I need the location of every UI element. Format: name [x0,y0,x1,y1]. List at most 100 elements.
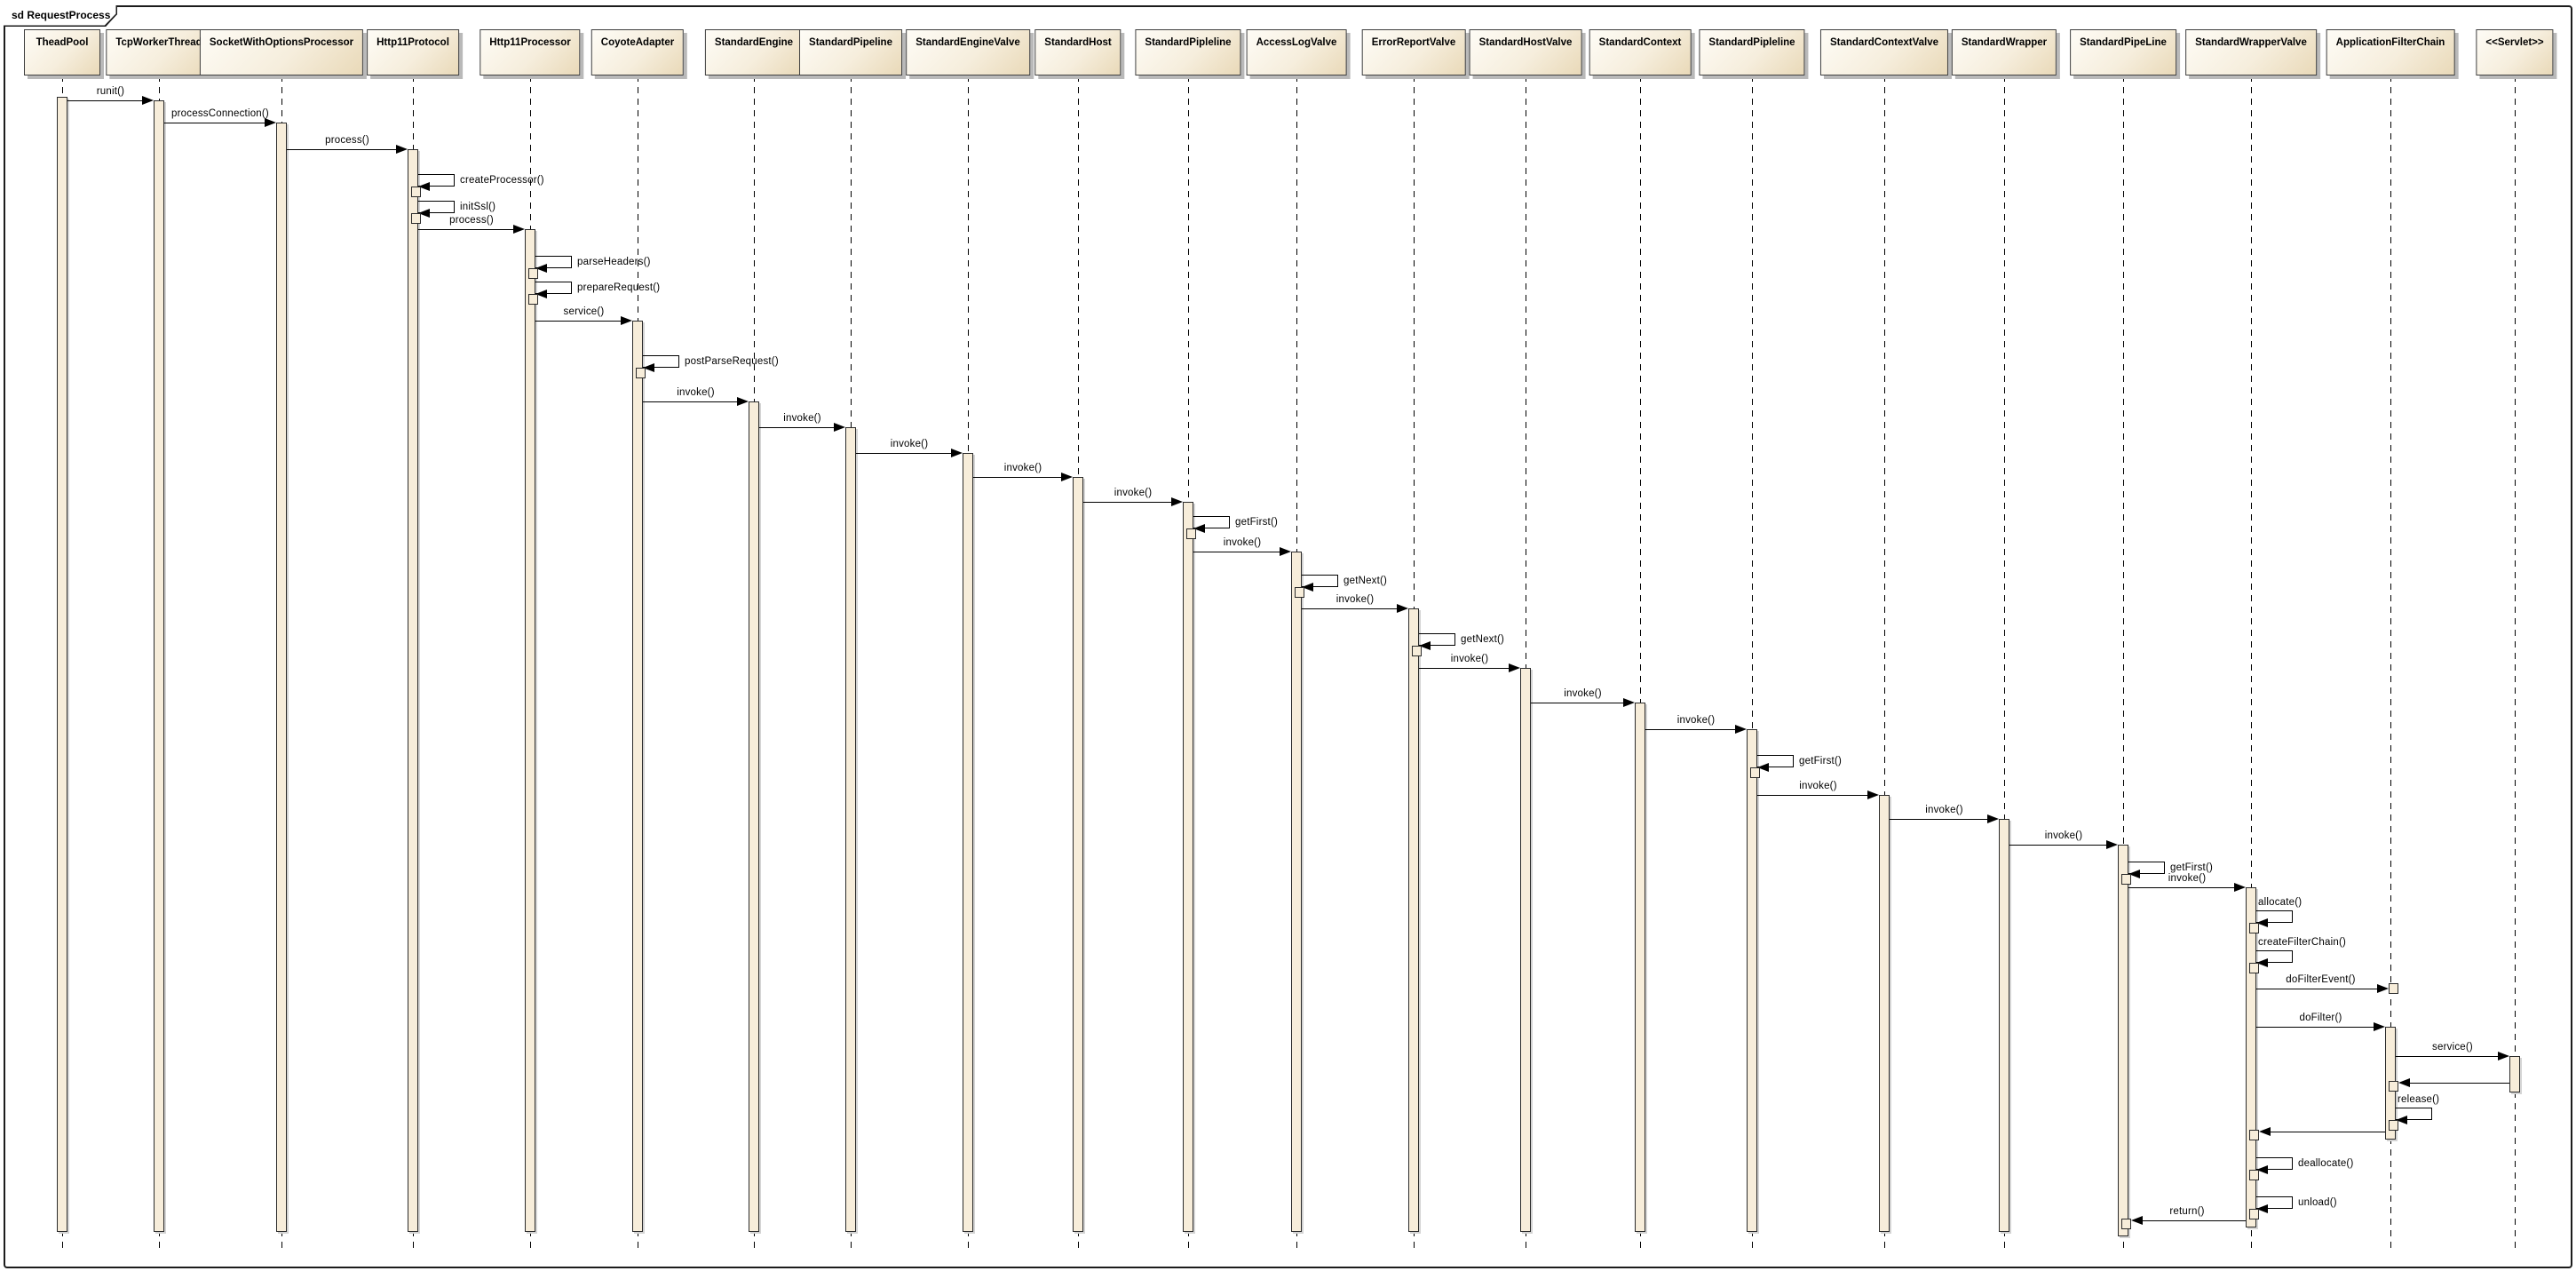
brief-activation [2389,983,2398,994]
lifeline-box: TheadPool [24,29,100,75]
message-label: invoke() [1676,715,1716,726]
lifeline-box: TcpWorkerThread [106,29,212,75]
message-arrowhead-icon [142,96,154,105]
message-line [856,453,951,454]
return-activation [2121,1219,2131,1229]
message-arrowhead-icon [1280,547,1291,556]
nested-activation [528,294,538,305]
self-message-arrowhead-icon [2256,1204,2268,1213]
message-arrowhead-icon [621,316,632,325]
activation-bar [963,453,973,1232]
message-label: invoke() [677,387,715,398]
message-line [759,427,834,428]
diagram-frame-border [4,5,2572,1268]
message-arrowhead-icon [951,449,963,457]
message-label: invoke() [1114,488,1153,498]
lifeline-box: AccessLogValve [1246,29,1347,75]
message-label: prepareRequest() [577,282,661,293]
lifeline-box: StandardEngine [704,29,804,75]
message-arrowhead-icon [2259,1127,2271,1136]
message-label: processConnection() [171,108,269,119]
self-message-arrowhead-icon [2256,958,2268,967]
message-arrowhead-icon [2131,1216,2143,1225]
message-arrowhead-icon [737,397,749,406]
message-label: invoke() [1925,805,1963,815]
nested-activation [411,213,421,224]
message-label: service() [2432,1042,2473,1053]
activation-bar [408,149,418,1232]
message-label: createProcessor() [460,175,544,186]
lifeline-14 [1639,75,1641,1251]
message-label: doFilter() [2299,1013,2342,1023]
message-label: invoke() [1336,594,1375,605]
lifeline-box: StandardHostValve [1469,29,1582,75]
activation-bar [154,100,164,1232]
return-activation [2249,1130,2259,1140]
message-label: invoke() [783,413,821,424]
lifeline-box: StandardEngineValve [906,29,1030,75]
frame-tab [4,5,117,27]
message-line [2256,1027,2374,1028]
message-label: process() [325,135,369,146]
self-message-loop [1193,516,1230,528]
message-label: doFilterEvent() [2286,974,2356,985]
self-message-loop [2256,1157,2293,1170]
message-arrowhead-icon [2398,1078,2410,1087]
message-label: invoke() [1223,537,1262,548]
message-arrowhead-icon [2498,1052,2509,1060]
message-arrowhead-icon [1061,473,1073,481]
nested-activation [1186,528,1196,539]
activation-bar [525,229,535,1232]
message-label: getFirst() [1799,756,1842,767]
activation-bar [632,321,643,1232]
message-line [2396,1056,2498,1057]
lifeline-box: StandardPipleline [1135,29,1241,75]
message-line [2009,845,2106,846]
self-message-arrowhead-icon [535,290,547,298]
message-label: invoke() [1450,654,1489,664]
message-line [2143,1220,2246,1221]
self-message-loop [418,174,455,187]
lifeline-box: SocketWithOptionsProcessor [199,29,364,75]
lifeline-box: <<Servlet>> [2476,29,2554,75]
lifeline-20 [2390,75,2391,1251]
nested-activation [2249,923,2259,933]
message-label: invoke() [1003,463,1042,473]
self-message-arrowhead-icon [2128,870,2140,878]
activation-bar [276,123,287,1232]
lifeline-box: StandardWrapperValve [2185,29,2317,75]
lifeline-box: Http11Processor [480,29,581,75]
lifeline-box: ApplicationFilterChain [2326,29,2455,75]
self-message-loop [2128,862,2165,874]
frame-tab-fill [4,5,116,26]
activation-bar [1408,608,1419,1232]
nested-activation [2249,963,2259,973]
message-label: release() [2398,1094,2440,1105]
message-arrowhead-icon [265,118,276,127]
self-message-arrowhead-icon [418,209,430,218]
message-line [2128,887,2234,888]
message-arrowhead-icon [1397,604,1408,613]
lifeline-box: StandardPipeLine [2070,29,2176,75]
activation-bar [2509,1056,2520,1092]
lifeline-box: StandardContextValve [1819,29,1949,75]
lifeline-16 [1883,75,1885,1251]
message-arrowhead-icon [1987,814,1999,823]
message-label: runit() [96,86,125,97]
message-label: invoke() [890,439,929,449]
message-arrowhead-icon [2234,883,2246,892]
message-arrowhead-icon [513,225,525,234]
nested-activation [1750,767,1760,778]
nested-activation [2249,1209,2259,1219]
nested-activation [1412,646,1422,656]
message-label: createFilterChain() [2258,937,2347,948]
message-label: allocate() [2258,897,2303,908]
message-label: getNext() [1343,576,1388,586]
activation-bar [749,401,759,1232]
message-arrowhead-icon [396,145,408,154]
lifeline-box: StandardContext [1589,29,1692,75]
self-message-arrowhead-icon [1419,641,1431,650]
message-arrowhead-icon [1171,497,1183,506]
message-line [1890,819,1987,820]
